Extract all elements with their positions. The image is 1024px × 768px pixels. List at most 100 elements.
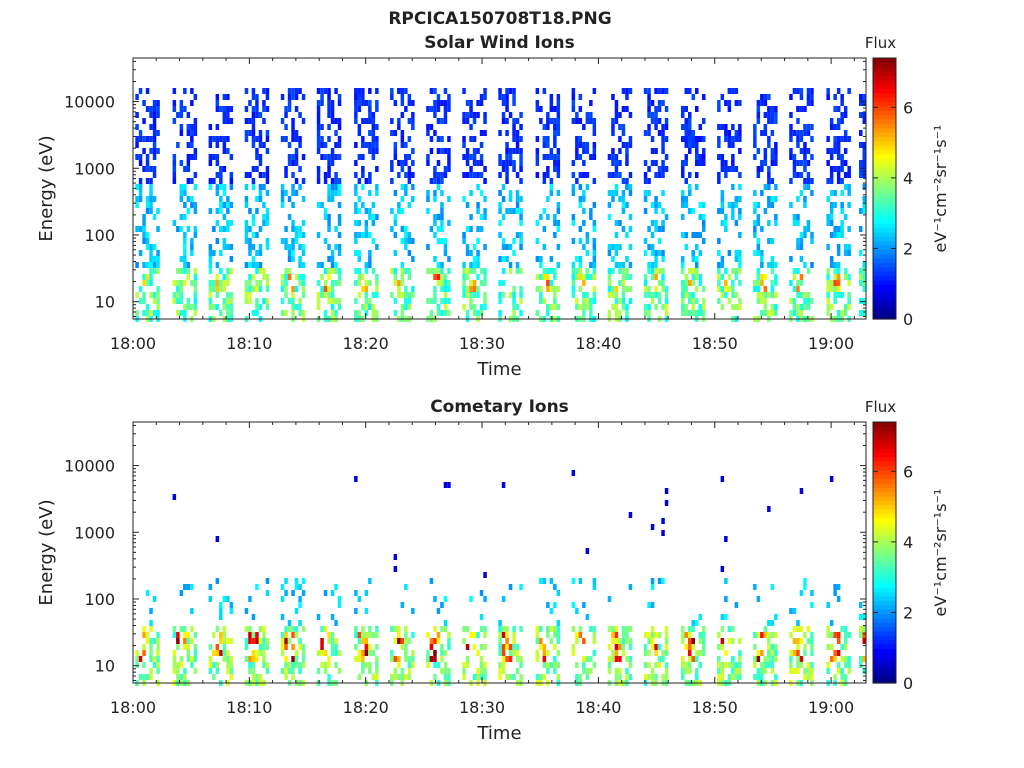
flux-cell bbox=[515, 172, 520, 178]
flux-cell bbox=[226, 106, 230, 112]
flux-cell bbox=[843, 244, 848, 250]
flux-cell bbox=[770, 268, 775, 274]
flux-cell bbox=[301, 292, 306, 298]
flux-cell bbox=[301, 250, 306, 256]
flux-cell bbox=[789, 178, 793, 184]
flux-cell bbox=[767, 184, 771, 190]
flux-cell bbox=[826, 644, 830, 650]
flux-cell bbox=[400, 238, 405, 244]
flux-cell bbox=[582, 142, 586, 148]
flux-cell bbox=[618, 160, 622, 166]
flux-cell bbox=[553, 142, 557, 148]
flux-cell bbox=[156, 262, 160, 268]
flux-cell bbox=[664, 106, 669, 112]
flux-cell bbox=[323, 626, 328, 632]
flux-cell bbox=[553, 644, 557, 650]
flux-cell bbox=[799, 238, 804, 244]
flux-cell bbox=[390, 94, 394, 100]
flux-cell bbox=[508, 154, 513, 160]
flux-cell bbox=[172, 662, 177, 668]
flux-cell bbox=[734, 662, 739, 668]
flux-cell bbox=[327, 268, 331, 274]
flux-cell bbox=[607, 292, 612, 298]
flux-cell bbox=[472, 268, 477, 274]
flux-cell bbox=[462, 674, 466, 680]
flux-cell bbox=[505, 166, 509, 172]
flux-cell bbox=[465, 274, 470, 280]
flux-cell bbox=[833, 656, 837, 662]
flux-cell bbox=[553, 118, 557, 124]
flux-cell bbox=[226, 650, 230, 656]
flux-cell bbox=[611, 292, 615, 298]
flux-cell bbox=[508, 196, 513, 202]
flux-cell bbox=[592, 584, 597, 590]
flux-cell bbox=[770, 650, 775, 656]
flux-cell bbox=[654, 632, 658, 638]
flux-cell bbox=[585, 668, 590, 674]
flux-cell bbox=[375, 124, 379, 130]
flux-cell bbox=[208, 208, 213, 214]
flux-cell bbox=[316, 166, 321, 172]
flux-cell bbox=[515, 118, 520, 124]
flux-cell bbox=[142, 262, 146, 268]
flux-cell bbox=[316, 136, 321, 142]
flux-cell bbox=[330, 184, 335, 190]
flux-cell bbox=[505, 632, 509, 638]
flux-cell bbox=[843, 304, 848, 310]
flux-cell bbox=[469, 190, 473, 196]
flux-cell bbox=[215, 94, 220, 100]
flux-cell bbox=[226, 274, 230, 280]
flux-cell bbox=[462, 196, 466, 202]
flux-cell bbox=[433, 100, 437, 106]
flux-cell bbox=[301, 220, 306, 226]
flux-cell bbox=[589, 208, 593, 214]
flux-cell bbox=[215, 626, 220, 632]
flux-cell bbox=[770, 118, 775, 124]
flux-cell bbox=[436, 238, 441, 244]
flux-cell bbox=[284, 226, 288, 232]
flux-cell bbox=[519, 112, 523, 118]
flux-cell bbox=[614, 298, 619, 304]
flux-cell bbox=[219, 650, 223, 656]
flux-cell bbox=[244, 136, 249, 142]
flux-cell bbox=[407, 674, 412, 680]
flux-cell bbox=[138, 250, 143, 256]
flux-cell bbox=[265, 280, 270, 286]
flux-cell bbox=[323, 154, 328, 160]
flux-cell bbox=[479, 154, 484, 160]
flux-cell bbox=[763, 148, 768, 154]
flux-cell bbox=[479, 668, 484, 674]
flux-cell bbox=[215, 238, 220, 244]
flux-cell bbox=[330, 112, 335, 118]
flux-cell bbox=[294, 154, 299, 160]
flux-cell bbox=[505, 100, 509, 106]
flux-cell bbox=[462, 626, 466, 632]
flux-cell bbox=[684, 124, 688, 130]
colorbar-step bbox=[873, 669, 896, 675]
flux-cell bbox=[796, 220, 800, 226]
flux-cell bbox=[226, 136, 230, 142]
flux-cell bbox=[400, 674, 405, 680]
colorbar-tick-label: 4 bbox=[903, 169, 913, 188]
flux-cell bbox=[702, 118, 706, 124]
flux-cell bbox=[571, 106, 576, 112]
flux-cell bbox=[244, 88, 249, 94]
flux-cell bbox=[400, 262, 405, 268]
flux-cell bbox=[628, 674, 633, 680]
flux-cell bbox=[183, 310, 187, 316]
flux-cell bbox=[611, 632, 615, 638]
flux-cell bbox=[618, 656, 622, 662]
flux-cell bbox=[553, 662, 557, 668]
flux-cell bbox=[661, 130, 665, 136]
flux-cell bbox=[193, 650, 198, 656]
flux-cell bbox=[549, 154, 554, 160]
flux-cell bbox=[436, 148, 441, 154]
flux-cell bbox=[433, 638, 437, 644]
flux-cell bbox=[650, 118, 655, 124]
flux-cell bbox=[483, 572, 487, 578]
flux-cell bbox=[138, 154, 143, 160]
flux-cell bbox=[258, 196, 263, 202]
flux-cell bbox=[361, 656, 365, 662]
flux-cell bbox=[404, 650, 408, 656]
